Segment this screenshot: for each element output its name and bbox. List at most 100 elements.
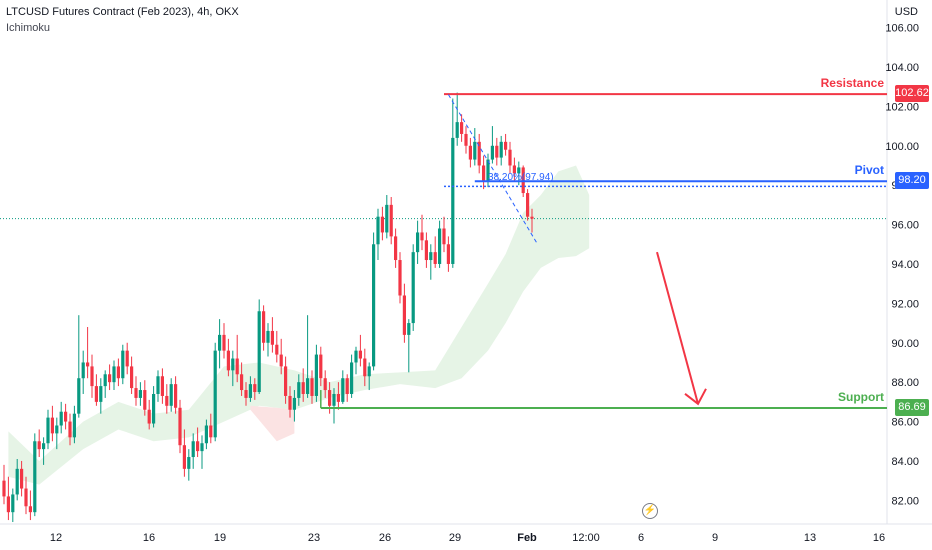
resistance-label: Resistance bbox=[820, 76, 884, 91]
candle-body bbox=[411, 252, 415, 324]
candle-body bbox=[90, 366, 94, 387]
candle-body bbox=[284, 366, 288, 396]
candle-body bbox=[187, 457, 191, 469]
candle-body bbox=[473, 141, 477, 160]
candle-body bbox=[429, 252, 433, 261]
candle-body bbox=[209, 425, 213, 438]
candle-body bbox=[20, 468, 24, 489]
price-tick-label: 102.00 bbox=[885, 101, 919, 113]
candle-body bbox=[367, 366, 371, 377]
candle-body bbox=[169, 384, 173, 406]
candle-body bbox=[160, 376, 164, 396]
candle-body bbox=[6, 496, 10, 513]
candle-body bbox=[59, 411, 63, 426]
candle-body bbox=[81, 362, 85, 379]
price-tick-label: 104.00 bbox=[885, 62, 919, 74]
time-tick-label: Feb bbox=[517, 532, 537, 544]
candle-body bbox=[512, 165, 516, 174]
candle-body bbox=[174, 384, 178, 408]
candle-body bbox=[77, 378, 81, 414]
candle-body bbox=[218, 334, 222, 351]
candle-body bbox=[130, 366, 134, 389]
candle-body bbox=[55, 425, 59, 434]
candle-body bbox=[495, 145, 499, 158]
candle-body bbox=[394, 236, 398, 261]
support-label: Support bbox=[838, 389, 884, 404]
price-tick-label: 106.00 bbox=[885, 23, 919, 35]
candle-body bbox=[372, 244, 376, 367]
candle-body bbox=[240, 374, 244, 391]
candle-body bbox=[42, 443, 46, 450]
time-tick-label: 16 bbox=[873, 532, 885, 544]
resistance-price-tag: 102.62 bbox=[895, 85, 929, 103]
fib-trend-line bbox=[447, 94, 537, 243]
candle-body bbox=[200, 443, 204, 452]
ichimoku-cloud-bullish bbox=[8, 165, 590, 485]
candle-body bbox=[275, 344, 279, 355]
candle-body bbox=[147, 409, 151, 424]
time-tick-label: 12 bbox=[50, 532, 62, 544]
candle-body bbox=[33, 441, 37, 513]
price-tick-label: 96.00 bbox=[891, 220, 919, 232]
candle-body bbox=[486, 159, 490, 182]
time-tick-label: 16 bbox=[143, 532, 155, 544]
candle-body bbox=[416, 232, 420, 253]
price-tick-label: 82.00 bbox=[891, 495, 919, 507]
candle-body bbox=[213, 350, 217, 438]
candle-body bbox=[50, 417, 54, 434]
candle-body bbox=[86, 362, 90, 367]
candle-body bbox=[178, 407, 182, 446]
candle-body bbox=[99, 386, 103, 402]
candle-body bbox=[165, 395, 169, 406]
candle-body bbox=[332, 393, 336, 406]
candle-body bbox=[433, 252, 437, 264]
candle-body bbox=[222, 334, 226, 351]
candle-body bbox=[94, 386, 98, 402]
candle-body bbox=[235, 358, 239, 375]
candle-body bbox=[266, 330, 270, 343]
price-tick-label: 100.00 bbox=[885, 141, 919, 153]
candle-body bbox=[108, 374, 112, 383]
indicator-label[interactable]: Ichimoku bbox=[6, 22, 51, 34]
fib-retracement-label: 38.20%(97.94) bbox=[488, 172, 554, 184]
candle-body bbox=[297, 382, 301, 398]
candle-body bbox=[270, 330, 274, 345]
candle-body bbox=[310, 378, 314, 396]
candle-body bbox=[319, 354, 323, 379]
candle-body bbox=[482, 165, 486, 182]
candle-body bbox=[11, 494, 15, 513]
candle-body bbox=[64, 411, 68, 422]
time-tick-label: 6 bbox=[638, 532, 644, 544]
candle-body bbox=[407, 323, 411, 335]
candle-body bbox=[323, 378, 327, 391]
candle-body bbox=[231, 358, 235, 371]
candle-body bbox=[402, 295, 406, 335]
chart-title: LTCUSD Futures Contract (Feb 2023), 4h, … bbox=[6, 6, 239, 18]
candle-body bbox=[138, 390, 142, 398]
candle-body bbox=[354, 350, 358, 363]
time-tick-label: 23 bbox=[308, 532, 320, 544]
candle-body bbox=[2, 480, 6, 497]
time-tick-label: 19 bbox=[214, 532, 226, 544]
candle-body bbox=[499, 141, 503, 158]
candle-body bbox=[253, 384, 257, 393]
candle-body bbox=[341, 378, 345, 402]
time-tick-label: 12:00 bbox=[572, 532, 600, 544]
candle-body bbox=[191, 441, 195, 458]
candle-body bbox=[363, 358, 367, 377]
candle-body bbox=[182, 445, 186, 469]
candle-body bbox=[385, 204, 389, 233]
candle-body bbox=[116, 366, 120, 379]
candle-body bbox=[530, 216, 534, 219]
candle-body bbox=[301, 382, 305, 394]
candle-body bbox=[380, 216, 384, 233]
time-tick-label: 13 bbox=[804, 532, 816, 544]
price-tick-label: 86.00 bbox=[891, 417, 919, 429]
candle-body bbox=[244, 390, 248, 398]
candle-body bbox=[112, 366, 116, 383]
candle-body bbox=[288, 395, 292, 410]
candle-body bbox=[526, 193, 530, 217]
lightning-icon[interactable]: ⚡ bbox=[642, 503, 658, 519]
